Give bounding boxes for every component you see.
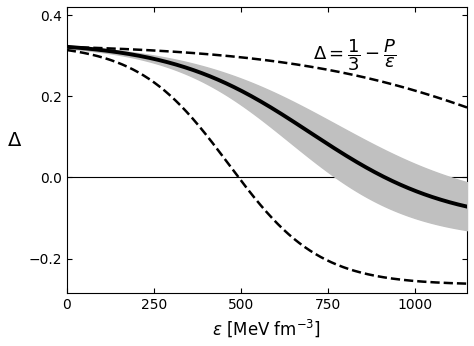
Text: $\Delta = \dfrac{1}{3} - \dfrac{P}{\varepsilon}$: $\Delta = \dfrac{1}{3} - \dfrac{P}{\vare… xyxy=(313,38,397,73)
X-axis label: $\varepsilon$ [MeV fm$^{-3}$]: $\varepsilon$ [MeV fm$^{-3}$] xyxy=(212,317,321,339)
Y-axis label: $\Delta$: $\Delta$ xyxy=(7,131,22,150)
